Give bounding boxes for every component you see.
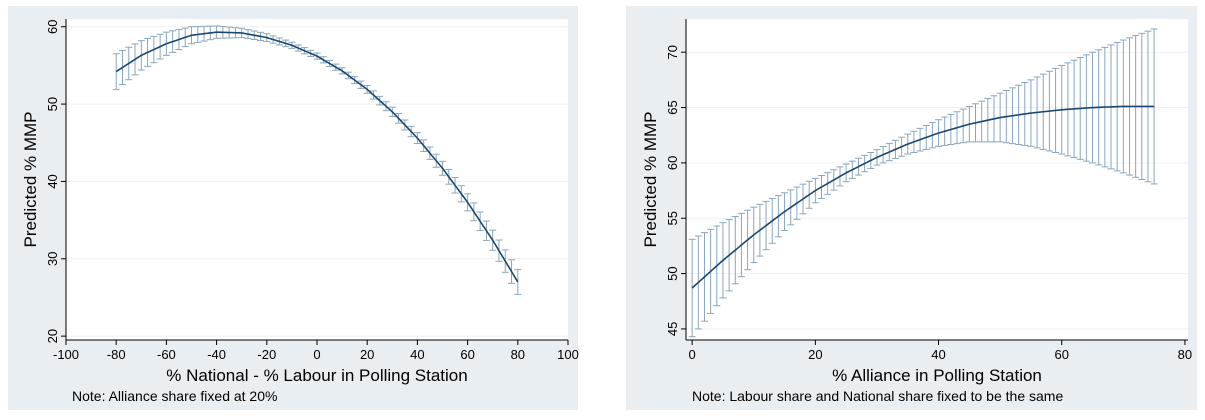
x-axis-title: % Alliance in Polling Station — [832, 366, 1042, 385]
x-tick-label: 100 — [557, 347, 579, 362]
y-tick-label: 55 — [665, 211, 680, 225]
x-tick-label: 60 — [1054, 347, 1068, 362]
note-left: Note: Alliance share fixed at 20% — [72, 388, 278, 404]
x-tick-label: 80 — [511, 347, 525, 362]
x-tick-label: -20 — [257, 347, 276, 362]
y-tick-label: 45 — [665, 322, 680, 336]
y-tick-label: 40 — [45, 174, 60, 188]
note-right: Note: Labour share and National share fi… — [692, 388, 1064, 404]
series-line — [691, 105, 1155, 289]
y-axis-title: Predicted % MMP — [21, 111, 40, 247]
y-tick-label: 70 — [665, 45, 680, 59]
y-tick-label: 60 — [665, 156, 680, 170]
x-tick-label: -100 — [53, 347, 79, 362]
x-tick-label: 40 — [410, 347, 424, 362]
y-tick-label: 20 — [45, 329, 60, 343]
y-axis-title: Predicted % MMP — [641, 111, 660, 247]
x-tick-label: 0 — [313, 347, 320, 362]
plot-area — [66, 19, 568, 340]
x-tick-label: 40 — [931, 347, 945, 362]
chart-right: 45 50 55 60 65 70 0 20 40 60 80 % Alliance in Polli… — [641, 19, 1192, 385]
y-tick-label: 60 — [45, 20, 60, 34]
chart-panel-left: 20 30 40 50 60 -100 -80 -60 -40 -20 0 20 40 60 80 100 % … — [8, 6, 579, 410]
x-tick-label: -80 — [107, 347, 126, 362]
x-tick-label: 80 — [1178, 347, 1192, 362]
y-tick-label: 50 — [45, 97, 60, 111]
x-tick-label: 0 — [689, 347, 696, 362]
y-tick-label: 50 — [665, 266, 680, 280]
x-tick-label: 20 — [360, 347, 374, 362]
x-tick-label: -60 — [157, 347, 176, 362]
x-tick-label: 20 — [808, 347, 822, 362]
chart-panel-right: 45 50 55 60 65 70 0 20 40 60 80 % Alliance in Polli… — [626, 6, 1197, 410]
plot-area — [686, 19, 1188, 340]
x-tick-label: -40 — [207, 347, 226, 362]
chart-left: 20 30 40 50 60 -100 -80 -60 -40 -20 0 20 40 60 80 100 % … — [21, 19, 579, 385]
x-axis-title: % National - % Labour in Polling Station — [166, 366, 467, 385]
x-tick-label: 60 — [460, 347, 474, 362]
y-tick-label: 30 — [45, 252, 60, 266]
y-tick-label: 65 — [665, 100, 680, 114]
